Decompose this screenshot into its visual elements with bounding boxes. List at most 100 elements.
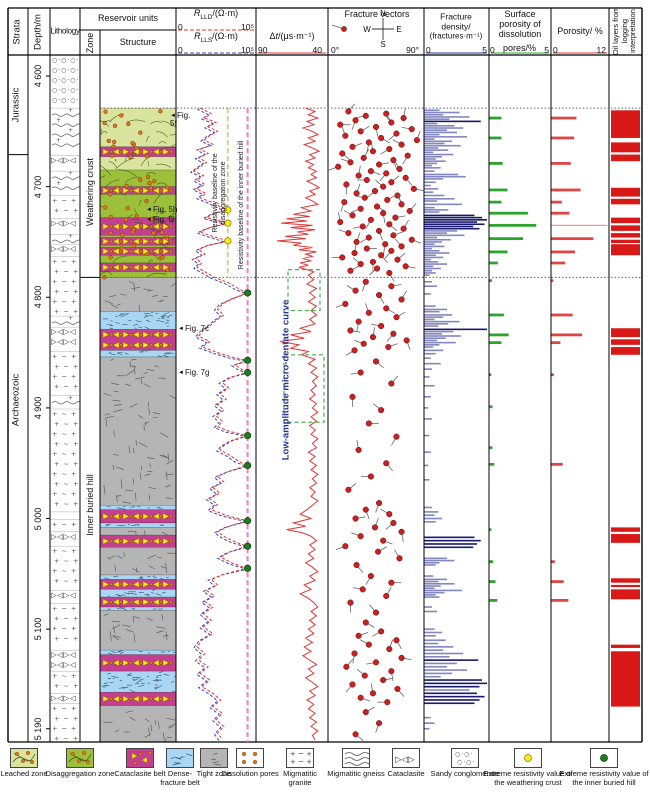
fracture-density-bar [424, 318, 435, 321]
fracture-density-bar [424, 267, 441, 270]
fracture-density-bar [424, 214, 475, 217]
fracture-vector-point [362, 709, 369, 716]
fracture-density-bar [424, 280, 432, 283]
dt-scale: 90 40 [258, 46, 322, 55]
surface-porosity-bar [489, 237, 524, 241]
annotation-baseline-disaggregation: Resistivity baseline of the disaggregati… [211, 153, 227, 233]
zone-label-weathering-crust: Weathering crust [84, 158, 95, 226]
svg-text:+ ~ + ~: + ~ + ~ [54, 307, 89, 315]
dt-track [276, 107, 325, 741]
fracture-vector-point [386, 269, 393, 276]
fracture-density-bar [424, 147, 439, 149]
extreme-inner-hill-dot [244, 564, 252, 572]
svg-text:+: + [68, 315, 73, 322]
fracture-vector-point [373, 265, 381, 272]
fracture-density-bar [424, 136, 467, 138]
fracture-density-bar [424, 131, 457, 134]
fracture-density-bar [424, 585, 441, 587]
legend-item-label: Sandy conglomerate [430, 769, 500, 778]
poro-scale: 0 12 [553, 46, 606, 55]
fracture-density-bar [424, 341, 456, 344]
svg-text:▷◁▷◁: ▷◁▷◁ [51, 532, 76, 541]
surface-porosity-bar [489, 373, 492, 377]
fracture-density-bar [424, 639, 446, 642]
svg-text:S: S [380, 40, 385, 49]
sporo-min: 0 [490, 45, 495, 55]
fracture-vector-point [385, 344, 392, 351]
fracture-vector-point [347, 599, 354, 606]
rlld-scale: 0 10⁵ [178, 23, 254, 32]
svg-text:▷◁▷◁: ▷◁▷◁ [51, 660, 76, 669]
fracture-density-bar [424, 716, 431, 719]
fracture-vector-point [398, 243, 405, 250]
fracture-vector-point [362, 278, 369, 285]
dt-t: t [275, 31, 279, 42]
svg-text:○·○·○·: ○·○·○· [52, 77, 79, 84]
fracture-vector-point [365, 641, 372, 648]
rlls-unit: /(Ω·m) [212, 31, 238, 42]
surface-porosity-track [489, 116, 537, 602]
fracture-density-bar [424, 238, 451, 241]
fracture-density-bar [424, 310, 440, 313]
fracture-density-bar [424, 113, 444, 116]
svg-text:+ ~ + ~: + ~ + ~ [54, 480, 89, 488]
dt-highlight-box [283, 354, 325, 423]
fracture-density-bar [424, 362, 441, 365]
fracture-density-bar [424, 679, 482, 681]
fracture-density-bar [424, 564, 436, 566]
porosity-bar [551, 373, 554, 377]
fracture-density-bar [424, 191, 434, 193]
fracture-density-bar [424, 646, 454, 648]
fvec-right: 90° [406, 45, 419, 55]
svg-text:+: + [68, 107, 73, 114]
fracture-density-bar [424, 594, 436, 596]
fracture-density-bar [424, 209, 449, 211]
porosity-bar [551, 162, 571, 165]
fracture-density-bar [424, 642, 439, 645]
fracture-vector-point [365, 309, 372, 316]
fracture-vector-point [361, 672, 368, 679]
fracture-density-bar [424, 539, 481, 542]
fracture-vector-point [394, 256, 401, 263]
fracture-vector-point [362, 619, 369, 626]
col-header-reservoir-units: Reservoir units [97, 13, 159, 24]
fracture-density-bar [424, 631, 442, 634]
fracture-density-bar [424, 561, 440, 564]
legend-swatch-dense [166, 748, 194, 768]
surface-porosity-bar [489, 580, 496, 583]
svg-text:+ ~ + ~: + ~ + ~ [52, 521, 87, 529]
oil-layer-block [611, 239, 640, 244]
structure-interval-dense [100, 589, 176, 598]
fracture-vector-point [380, 676, 387, 684]
legend-item-label: Extreme resistivity value of the weather… [483, 769, 573, 787]
fracture-density-bar [424, 314, 452, 316]
fracture-vector-point [382, 241, 389, 248]
fracture-density-bar [424, 557, 447, 560]
fracture-vector-point [362, 112, 369, 119]
fracture-vector-point [376, 227, 383, 234]
rlld-max: 10⁵ [241, 22, 254, 32]
structure-interval-leached [100, 156, 176, 171]
porosity-extreme-line [551, 224, 608, 226]
fracture-vector-point [413, 137, 420, 144]
fracture-density-bar [424, 261, 439, 263]
fracture-vector-point [376, 292, 383, 299]
legend-item-pores: Dissolution pores [219, 748, 281, 779]
porosity-bar [551, 261, 566, 265]
extreme-weathering-crust-dot [224, 237, 232, 245]
fracture-vector-point [386, 221, 393, 228]
svg-text:+ ~ + ~: + ~ + ~ [54, 382, 89, 390]
structure-interval-dense [100, 574, 176, 580]
fracture-density-bar [424, 263, 447, 265]
fracture-vector-point [378, 322, 385, 330]
fracture-density-bar [424, 247, 432, 250]
fracture-vector-point [351, 650, 358, 657]
rlld-min: 0 [178, 22, 183, 32]
strata-label-archaeozoic: Archaeozoic [10, 373, 22, 427]
fracture-density-bar [424, 332, 442, 335]
porosity-bar [551, 237, 594, 241]
svg-text:○·○·○·: ○·○·○· [52, 87, 79, 94]
oil-layer-block [611, 233, 640, 238]
fracture-density-bar [424, 587, 435, 590]
rlls-max: 10⁵ [241, 45, 254, 55]
